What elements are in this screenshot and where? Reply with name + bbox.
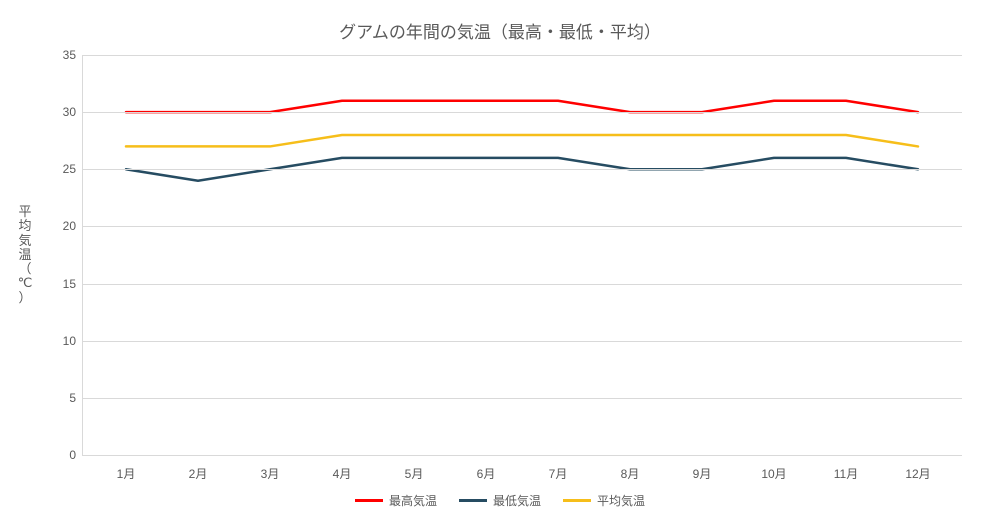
series-line	[126, 135, 918, 146]
y-tick-label: 20	[48, 219, 76, 233]
x-tick-label: 4月	[333, 465, 352, 482]
x-tick-label: 3月	[261, 465, 280, 482]
gridline	[82, 112, 962, 113]
y-tick-label: 5	[48, 391, 76, 405]
series-svg	[82, 55, 962, 455]
gridline	[82, 455, 962, 456]
legend: 最高気温 最低気温 平均気温	[0, 492, 1000, 509]
x-tick-label: 1月	[117, 465, 136, 482]
gridline	[82, 284, 962, 285]
x-tick-label: 10月	[761, 465, 786, 482]
line-chart: グアムの年間の気温（最高・最低・平均） 平均気温（℃） 最高気温 最低気温 平均気温…	[0, 0, 1000, 517]
gridline	[82, 226, 962, 227]
legend-item: 最高気温	[355, 492, 437, 509]
legend-item: 最低気温	[459, 492, 541, 509]
legend-item: 平均気温	[563, 492, 645, 509]
gridline	[82, 398, 962, 399]
legend-swatch	[355, 499, 383, 502]
x-tick-label: 8月	[621, 465, 640, 482]
gridline	[82, 169, 962, 170]
y-tick-label: 15	[48, 277, 76, 291]
x-tick-label: 12月	[905, 465, 930, 482]
x-tick-label: 9月	[693, 465, 712, 482]
chart-title: グアムの年間の気温（最高・最低・平均）	[0, 18, 1000, 43]
legend-label: 平均気温	[597, 492, 645, 509]
y-tick-label: 0	[48, 448, 76, 462]
legend-label: 最高気温	[389, 492, 437, 509]
gridline	[82, 55, 962, 56]
y-tick-label: 25	[48, 162, 76, 176]
series-line	[126, 101, 918, 112]
gridline	[82, 341, 962, 342]
plot-area	[82, 55, 962, 455]
legend-swatch	[563, 499, 591, 502]
legend-swatch	[459, 499, 487, 502]
y-tick-label: 30	[48, 105, 76, 119]
y-tick-label: 10	[48, 334, 76, 348]
x-tick-label: 6月	[477, 465, 496, 482]
x-tick-label: 2月	[189, 465, 208, 482]
y-axis-title: 平均気温（℃）	[16, 205, 34, 305]
legend-label: 最低気温	[493, 492, 541, 509]
x-tick-label: 7月	[549, 465, 568, 482]
x-tick-label: 5月	[405, 465, 424, 482]
y-tick-label: 35	[48, 48, 76, 62]
x-tick-label: 11月	[834, 465, 858, 482]
